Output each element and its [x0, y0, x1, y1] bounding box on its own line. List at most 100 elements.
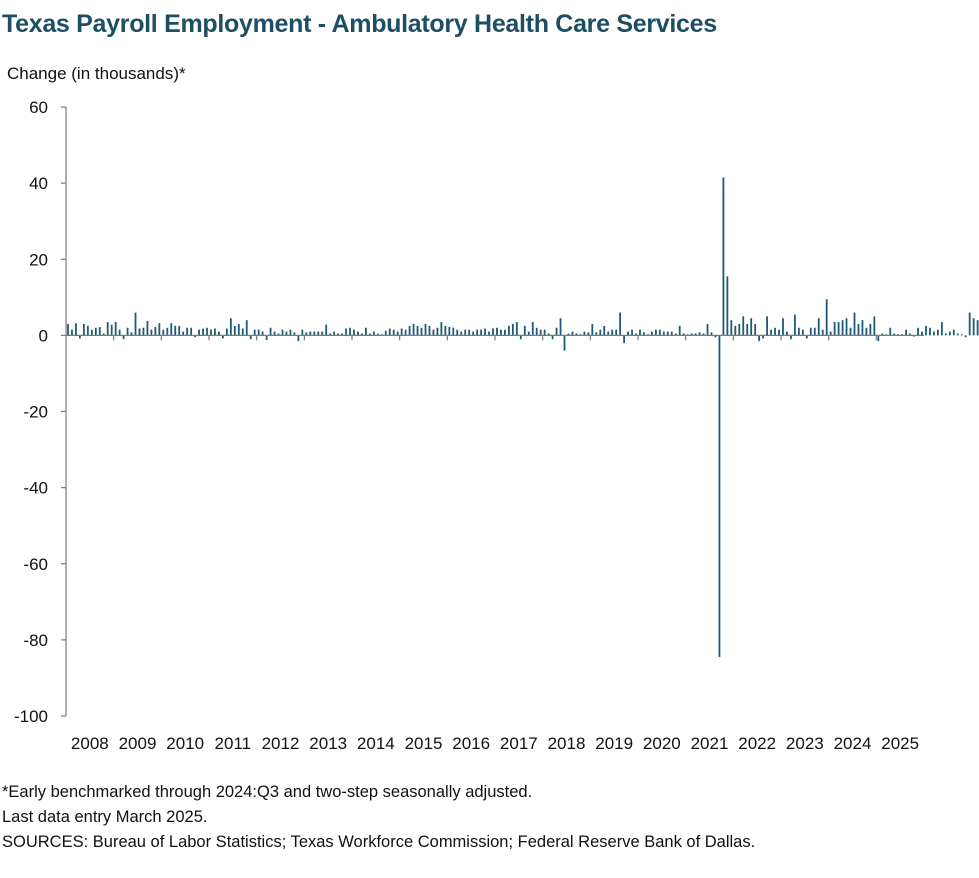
bar: [166, 327, 169, 336]
bar: [623, 335, 625, 343]
bar: [706, 323, 709, 336]
bar: [539, 329, 542, 336]
bar: [444, 325, 447, 336]
bar: [790, 335, 792, 340]
bar: [329, 333, 332, 336]
bar: [563, 335, 566, 351]
x-tick-label: 2008: [71, 734, 109, 753]
bar: [75, 323, 77, 336]
bar: [186, 327, 189, 336]
bar: [67, 323, 69, 336]
bar: [194, 335, 196, 338]
bar: [976, 320, 979, 336]
bar: [504, 329, 506, 336]
bar: [559, 318, 562, 336]
bar: [547, 333, 550, 336]
bar: [468, 329, 471, 336]
bar: [905, 329, 908, 336]
bar: [603, 325, 606, 336]
bar: [321, 331, 324, 336]
bar: [519, 335, 522, 340]
x-tick-label: 2022: [738, 734, 776, 753]
bar: [611, 329, 614, 336]
bar: [460, 331, 463, 336]
bar: [448, 327, 451, 336]
bar: [615, 329, 618, 336]
bar: [289, 329, 292, 336]
bar: [865, 327, 868, 336]
bar: [488, 331, 490, 336]
bar: [515, 322, 518, 336]
bar: [480, 329, 482, 336]
footnotes: *Early benchmarked through 2024:Q3 and t…: [2, 780, 755, 855]
bar: [408, 325, 411, 336]
bar: [325, 324, 328, 336]
footnote-sources: SOURCES: Bureau of Labor Statistics; Tex…: [2, 833, 756, 851]
bar: [79, 335, 81, 339]
bar: [206, 327, 208, 336]
bar: [178, 325, 181, 336]
y-tick-label: 20: [29, 250, 48, 269]
bar: [309, 331, 312, 336]
x-tick-label: 2020: [643, 734, 681, 753]
bar: [225, 328, 228, 336]
footnote-last-entry: Last data entry March 2025.: [2, 808, 208, 826]
bar: [365, 327, 367, 336]
bar: [388, 328, 391, 336]
y-tick-label: 0: [39, 326, 48, 345]
bar: [734, 325, 737, 336]
bar: [257, 329, 260, 336]
bar: [436, 327, 439, 336]
bar: [341, 333, 343, 336]
bar: [869, 323, 872, 336]
bar: [392, 329, 395, 336]
bar: [837, 322, 840, 336]
bar: [118, 329, 121, 336]
x-tick-label: 2010: [166, 734, 204, 753]
bar: [531, 322, 534, 336]
bar: [440, 322, 443, 336]
bar: [404, 329, 407, 336]
bar: [778, 329, 780, 336]
bar: [750, 318, 753, 336]
y-tick-label: -80: [23, 631, 48, 650]
y-axis-label: Change (in thousands)*: [7, 64, 186, 83]
y-tick-label: -60: [23, 555, 48, 574]
bar: [694, 333, 697, 336]
bar: [154, 327, 157, 336]
bar: [174, 325, 177, 336]
y-tick-label: 40: [29, 174, 48, 193]
bar: [710, 332, 713, 336]
bar: [464, 329, 467, 336]
bar: [921, 331, 923, 336]
bar: [337, 333, 339, 336]
bar: [762, 335, 765, 339]
bar: [170, 323, 173, 336]
bar: [654, 329, 657, 336]
bar: [583, 331, 586, 336]
bar: [960, 334, 963, 336]
bar: [551, 335, 554, 340]
bar: [972, 318, 975, 336]
bar: [400, 328, 403, 336]
bar: [833, 322, 836, 336]
bar: [218, 331, 220, 336]
bar: [786, 331, 788, 336]
chart-title: Texas Payroll Employment - Ambulatory He…: [2, 10, 717, 38]
bar: [345, 328, 347, 336]
bar: [182, 331, 185, 336]
bar: [738, 323, 741, 336]
bar: [214, 328, 216, 336]
bar: [929, 327, 931, 336]
bar: [130, 332, 133, 336]
bar: [821, 329, 824, 336]
bar: [527, 331, 530, 336]
bar: [333, 331, 336, 336]
bar: [368, 333, 371, 336]
bar-chart: 60 40 20 0 -20 -40 -60 -80 -100 2008 2009 2010 2011…: [14, 98, 979, 753]
bar: [861, 320, 864, 336]
bar: [249, 335, 252, 340]
bar: [158, 323, 161, 336]
bar: [722, 177, 725, 336]
bar: [106, 322, 109, 336]
